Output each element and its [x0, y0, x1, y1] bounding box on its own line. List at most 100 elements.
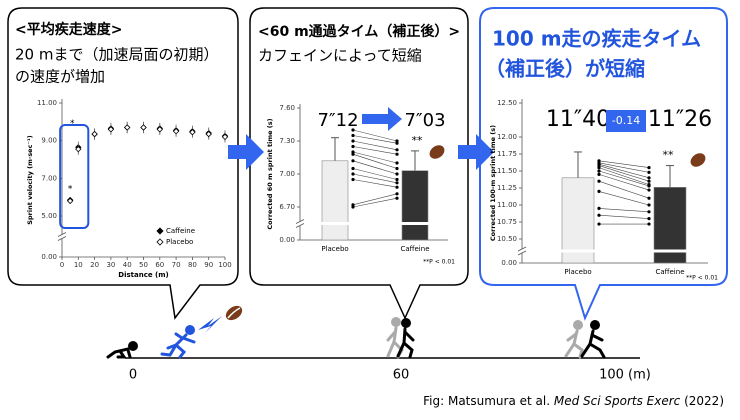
individual-point	[597, 169, 601, 173]
chart-subtitle: 20 mまで（加速局面の初期）	[15, 46, 218, 64]
individual-line	[352, 173, 398, 184]
significance: *	[70, 119, 75, 129]
individual-point	[597, 189, 601, 193]
axis-break	[296, 221, 304, 226]
individual-line	[352, 160, 398, 175]
data-point	[91, 130, 98, 138]
individual-point	[351, 177, 355, 182]
individual-point	[395, 185, 399, 189]
y-axis-label: Sprint velocity (m·sec⁻¹)	[26, 135, 34, 224]
individual-line	[352, 135, 398, 144]
flow-arrow	[458, 134, 494, 170]
caption-text: Fig: Matsumura et al.	[423, 394, 554, 408]
axis-break	[57, 236, 67, 241]
significance: **	[663, 149, 675, 162]
coffee-bean	[225, 305, 243, 321]
individual-point	[351, 150, 355, 154]
x-tick-label: 20	[90, 261, 99, 269]
highlight-box	[59, 124, 90, 229]
individual-point	[597, 213, 601, 217]
coffee-bean	[690, 153, 706, 167]
x-tick-label: Caffeine	[401, 245, 430, 253]
individual-point	[351, 166, 355, 171]
y-tick-label: 11.25	[497, 184, 517, 192]
x-tick-label: Placebo	[321, 245, 348, 253]
individual-line	[598, 165, 650, 182]
runner	[106, 341, 138, 359]
individual-point	[395, 161, 399, 165]
individual-point	[647, 166, 651, 170]
individual-point	[395, 152, 399, 156]
value-annotation: 7″12	[317, 110, 358, 131]
data-point	[124, 124, 131, 131]
caption-journal: Med Sci Sports Exerc	[554, 394, 681, 408]
track-label: 100 (m)	[599, 368, 651, 383]
axis-break	[295, 219, 305, 224]
significance: *	[68, 185, 73, 195]
individual-line	[598, 214, 650, 219]
flow-arrow	[228, 134, 264, 170]
y-tick-label: 0.00	[501, 259, 517, 267]
x-tick-label: 0	[60, 261, 64, 269]
y-tick-label: 11.75	[497, 150, 517, 158]
bar	[401, 170, 429, 241]
individual-line	[598, 160, 650, 168]
y-tick-label: 6.70	[279, 203, 295, 211]
y-tick-label: 7.00	[41, 174, 57, 182]
individual-point	[351, 203, 355, 207]
y-tick-label: 11.00	[37, 99, 57, 107]
data-point	[156, 126, 163, 133]
value-annotation: -0.14	[612, 114, 640, 127]
x-tick-label: 100	[218, 261, 231, 269]
individual-point	[647, 210, 651, 214]
x-tick-label: 60	[155, 261, 164, 269]
individual-point	[597, 222, 601, 226]
individual-line	[598, 180, 650, 199]
individual-point	[351, 139, 355, 143]
axis-break	[57, 232, 67, 237]
individual-line	[598, 167, 650, 185]
y-axis-label: Corrected 100-m sprint time (s)	[489, 125, 497, 241]
data-point	[66, 197, 74, 205]
individual-line	[352, 168, 398, 180]
x-tick-label: 90	[204, 261, 213, 269]
individual-line	[352, 179, 398, 188]
runner	[580, 320, 606, 359]
individual-line	[598, 174, 650, 191]
significance: **	[412, 134, 424, 147]
bar	[561, 177, 595, 264]
y-tick-label: 9.00	[41, 137, 57, 145]
y-tick-label: 11.50	[497, 167, 517, 175]
individual-point	[351, 128, 355, 132]
legend-marker	[156, 227, 164, 235]
y-tick-label: 5.00	[41, 212, 57, 220]
coffee-bean	[429, 145, 445, 159]
x-tick-label: Placebo	[564, 268, 591, 276]
p-value-note: **P < 0.01	[423, 259, 455, 266]
runner	[564, 320, 584, 359]
bubble	[479, 7, 728, 321]
x-tick-label: 10	[74, 261, 83, 269]
individual-point	[395, 141, 399, 145]
chart-title: （補正後）が短縮	[485, 57, 645, 81]
y-axis-label: Corrected 60 m sprint time (s)	[266, 118, 274, 229]
individual-point	[597, 179, 601, 183]
y-tick-label: 12.00	[497, 133, 517, 141]
chart-subtitle: カフェインによって短縮	[258, 47, 422, 65]
individual-point	[351, 205, 355, 209]
runner	[160, 325, 196, 359]
individual-point	[647, 184, 651, 188]
individual-line	[352, 197, 398, 208]
x-tick-label: 30	[106, 261, 115, 269]
change-arrow	[362, 107, 402, 131]
bubble	[249, 7, 469, 320]
x-tick-label: 40	[123, 261, 132, 269]
individual-point	[395, 139, 399, 143]
legend-marker	[156, 238, 164, 246]
data-point	[140, 124, 147, 131]
track-label: 0	[129, 368, 137, 383]
axis-break	[517, 246, 527, 252]
individual-point	[647, 196, 651, 200]
